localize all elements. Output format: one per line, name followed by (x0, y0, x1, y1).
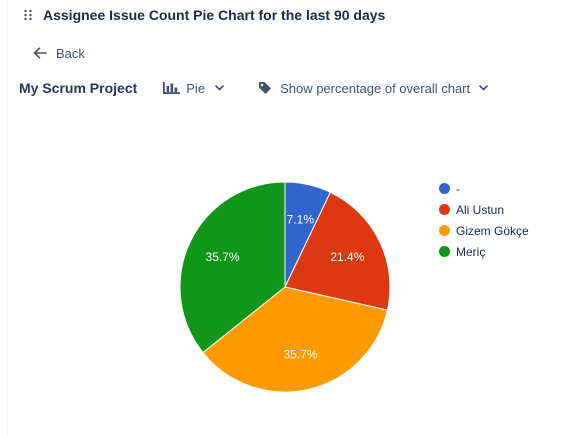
chart-type-label: Pie (186, 80, 206, 96)
panel-divider (7, 0, 8, 435)
legend-swatch (439, 246, 450, 257)
legend-item[interactable]: Gizem Gökçe (439, 220, 529, 241)
legend-item[interactable]: - (439, 178, 529, 199)
pie-slice-3[interactable] (179, 181, 286, 354)
chart-legend: - Ali Ustun Gizem Gökçe Meriç (439, 178, 529, 262)
legend-swatch (439, 183, 450, 194)
chevron-down-icon (479, 85, 488, 91)
chevron-down-icon (215, 85, 224, 91)
gadget-header: Assignee Issue Count Pie Chart for the l… (24, 6, 385, 24)
legend-label: - (456, 181, 460, 196)
project-name: My Scrum Project (19, 80, 138, 96)
legend-item[interactable]: Ali Ustun (439, 199, 529, 220)
pie-slice-2[interactable] (202, 286, 389, 393)
legend-label: Meriç (456, 244, 486, 259)
percentage-dropdown[interactable]: Show percentage of overall chart (258, 81, 488, 96)
pie-slice-label-2: 35.7% (284, 348, 318, 362)
legend-item[interactable]: Meriç (439, 241, 529, 262)
back-button[interactable]: Back (33, 44, 85, 62)
legend-label: Ali Ustun (456, 202, 505, 217)
percentage-label: Show percentage of overall chart (280, 80, 471, 96)
legend-swatch (439, 204, 450, 215)
bar-chart-icon (163, 82, 181, 94)
drag-handle-icon[interactable] (24, 9, 34, 21)
legend-label: Gizem Gökçe (456, 223, 529, 238)
legend-swatch (439, 225, 450, 236)
chart-toolbar: My Scrum Project Pie Show percentage of … (19, 78, 488, 98)
tag-icon (259, 82, 272, 94)
chart-type-dropdown[interactable]: Pie (163, 81, 224, 96)
pie-slice-1[interactable] (284, 191, 391, 311)
pie-slice-label-3: 35.7% (206, 250, 240, 264)
arrow-left-icon (33, 47, 47, 59)
gadget-title: Assignee Issue Count Pie Chart for the l… (43, 7, 386, 23)
pie-slice-label-0: 7.1% (287, 212, 315, 226)
back-label: Back (56, 45, 85, 61)
pie-slice-label-1: 21.4% (330, 250, 364, 264)
